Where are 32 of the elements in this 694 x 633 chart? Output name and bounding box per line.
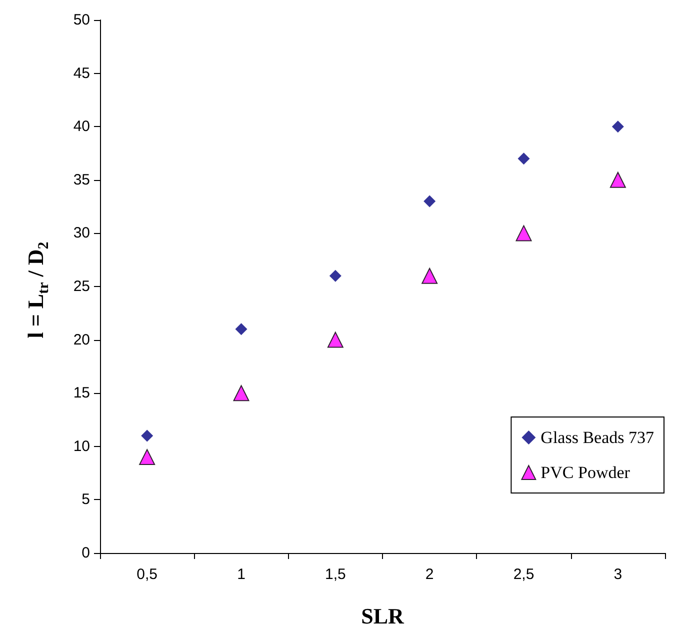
point	[610, 172, 626, 188]
y-tick-label: 0	[82, 544, 90, 562]
y-tick-label: 35	[73, 171, 90, 188]
point	[518, 152, 530, 165]
legend-label: PVC Powder	[540, 463, 630, 482]
point	[516, 225, 532, 242]
point	[329, 270, 342, 282]
point	[141, 430, 154, 442]
point	[424, 195, 436, 208]
point	[235, 323, 248, 336]
y-tick-label: 20	[73, 331, 90, 348]
x-tick-label: 3	[614, 566, 622, 583]
x-tick-label: 1	[237, 566, 246, 583]
y-tick-label: 5	[82, 491, 90, 508]
point	[139, 449, 156, 466]
legend-label: Glass Beads 737	[540, 428, 654, 447]
y-tick-label: 45	[73, 64, 90, 82]
point	[612, 120, 624, 133]
y-tick-label: 10	[73, 438, 90, 455]
y-tick-label: 15	[73, 384, 90, 402]
y-tick-label: 25	[73, 278, 90, 295]
x-tick-label: 2,5	[513, 566, 534, 583]
y-tick-label: 50	[73, 12, 90, 28]
point	[327, 332, 344, 348]
x-tick-label: 0,5	[136, 566, 158, 583]
x-tick-label: 2	[425, 566, 434, 583]
y-tick-label: 40	[73, 118, 90, 136]
x-axis-title: SLR	[361, 604, 406, 628]
y-tick-label: 30	[73, 224, 90, 242]
x-tick-label: 1,5	[324, 566, 346, 583]
point	[422, 268, 438, 284]
point	[233, 385, 250, 402]
